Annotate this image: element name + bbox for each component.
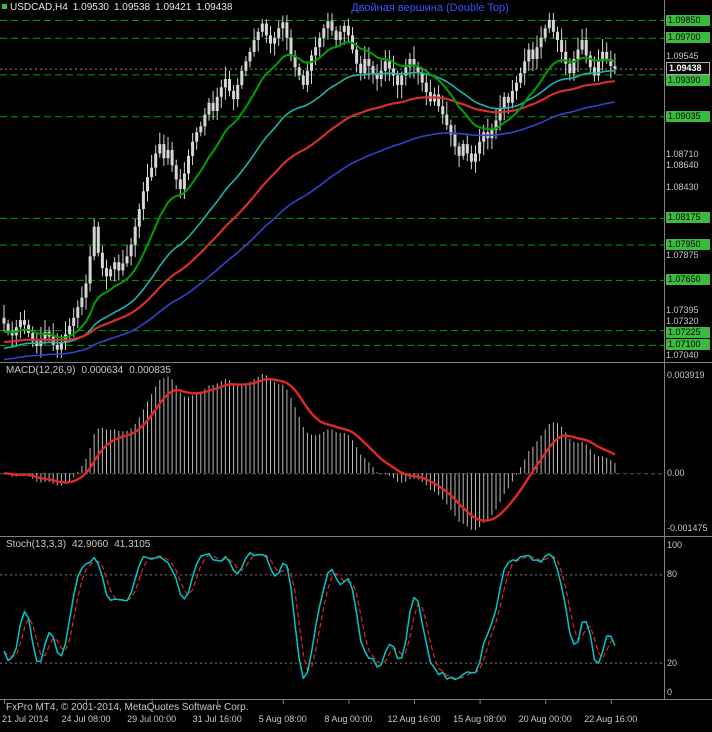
macd-value-signal: 0.000835 xyxy=(129,365,171,376)
stoch-axis-20: 20 xyxy=(667,657,678,668)
price-axis-label: 1.08640 xyxy=(666,160,699,171)
time-axis-label: 22 Aug 16:00 xyxy=(584,714,638,724)
stoch-axis-80: 80 xyxy=(667,569,678,580)
price-level-badge: 1.07650 xyxy=(666,274,710,286)
time-axis-label: 29 Jul 00:00 xyxy=(127,714,177,724)
price-level-badge: 1.09035 xyxy=(666,110,710,122)
time-axis-label: 24 Jul 08:00 xyxy=(61,714,111,724)
macd-axis-max: 0.003919 xyxy=(667,370,705,380)
chart-annotation: Двойная вершина (Double Top) xyxy=(351,2,509,14)
macd-axis-min: -0.001475 xyxy=(667,523,708,533)
quote-close: 1.09438 xyxy=(196,2,233,13)
macd-indicator-header: MACD(12,26,9) 0.000634 0.000835 xyxy=(6,365,177,376)
stoch-panel xyxy=(0,552,664,681)
price-level-badge: 1.09700 xyxy=(666,32,710,44)
price-axis-label: 1.07320 xyxy=(666,315,699,326)
level-lines xyxy=(0,20,664,346)
status-dot xyxy=(2,4,7,9)
price-level-badge: 1.08175 xyxy=(666,212,710,224)
stoch-value-main: 42.9060 xyxy=(72,539,109,550)
price-axis-label: 1.07875 xyxy=(666,249,699,260)
candles xyxy=(2,12,617,358)
macd-value-main: 0.000634 xyxy=(81,365,124,376)
macd-axis-zero: 0.00 xyxy=(667,468,685,479)
time-axis-label: 31 Jul 16:00 xyxy=(192,714,242,724)
quote-open: 1.09530 xyxy=(72,2,109,13)
price-level-badge: 1.07950 xyxy=(666,238,710,250)
moving-averages xyxy=(3,41,616,361)
panel-dividers xyxy=(0,0,712,704)
stoch-value-signal: 41.3105 xyxy=(114,539,151,550)
price-axis-label: 1.08710 xyxy=(666,149,699,160)
stoch-indicator-header: Stoch(13,3,3) 42.9060 41.3105 xyxy=(6,539,156,550)
time-axis-label: 21 Jul 2014 xyxy=(2,714,49,724)
price-level-badge: 1.09850 xyxy=(666,14,710,26)
time-axis-label: 8 Aug 00:00 xyxy=(324,714,373,724)
macd-panel xyxy=(0,374,664,530)
stoch-label: Stoch(13,3,3) xyxy=(6,539,67,550)
stoch-axis-0: 0 xyxy=(667,687,673,697)
copyright-text: FxPro MT4, © 2001-2014, MetaQuotes Softw… xyxy=(6,702,249,713)
price-axis-label: 1.08430 xyxy=(666,182,699,193)
time-axis-label: 12 Aug 16:00 xyxy=(387,714,441,724)
current-price-badge: 1.09438 xyxy=(666,62,710,76)
price-level-badge: 1.07100 xyxy=(666,339,710,351)
symbol-label: USDCAD,H4 xyxy=(10,2,68,13)
time-axis-label: 5 Aug 08:00 xyxy=(258,714,307,724)
time-axis-label: 20 Aug 00:00 xyxy=(518,714,572,724)
stoch-axis-100: 100 xyxy=(667,540,683,550)
quote-low: 1.09421 xyxy=(155,2,192,13)
quote-line: USDCAD,H4 1.09530 1.09538 1.09421 1.09438 xyxy=(10,2,237,13)
price-axis-label: 1.09545 xyxy=(666,50,699,61)
macd-label: MACD(12,26,9) xyxy=(6,365,76,376)
price-level-badge: 1.07225 xyxy=(666,326,710,338)
time-axis-label: 15 Aug 08:00 xyxy=(453,714,507,724)
price-axis-label: 1.07040 xyxy=(666,350,699,361)
quote-high: 1.09538 xyxy=(113,2,151,13)
price-axis-label: 1.07395 xyxy=(666,304,699,315)
price-level-badge: 1.09390 xyxy=(666,75,710,87)
